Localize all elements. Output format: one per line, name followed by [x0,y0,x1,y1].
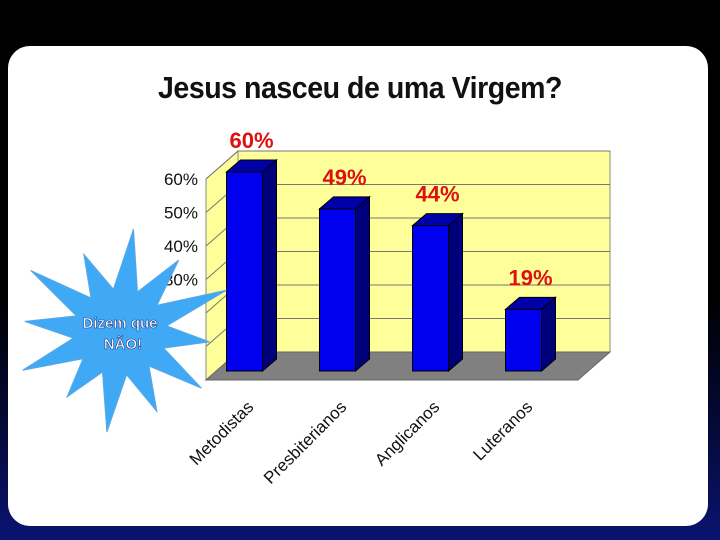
data-label: 49% [322,165,366,190]
callout-text-line2: NÃO! [104,335,142,353]
data-labels: 60% 49% 44% 19% [229,128,552,290]
y-tick-label: 50% [164,204,198,223]
data-label: 60% [229,128,273,153]
bar [505,308,542,372]
y-tick-labels: 60% 50% 40% 30% [164,170,198,290]
y-tick-label: 40% [164,237,198,256]
y-tick-label: 30% [164,271,198,290]
bar [319,208,356,372]
y-tick-label: 60% [164,170,198,189]
bar [226,171,263,372]
gridline [205,150,610,180]
data-label: 44% [415,182,459,207]
bar [412,225,449,372]
starburst-shape [22,229,227,433]
callout-text-line1: Dizem que [82,315,157,332]
data-label: 19% [508,265,552,290]
bars [225,158,557,373]
slide-title: Jesus nasceu de uma Virgem? [158,70,562,105]
